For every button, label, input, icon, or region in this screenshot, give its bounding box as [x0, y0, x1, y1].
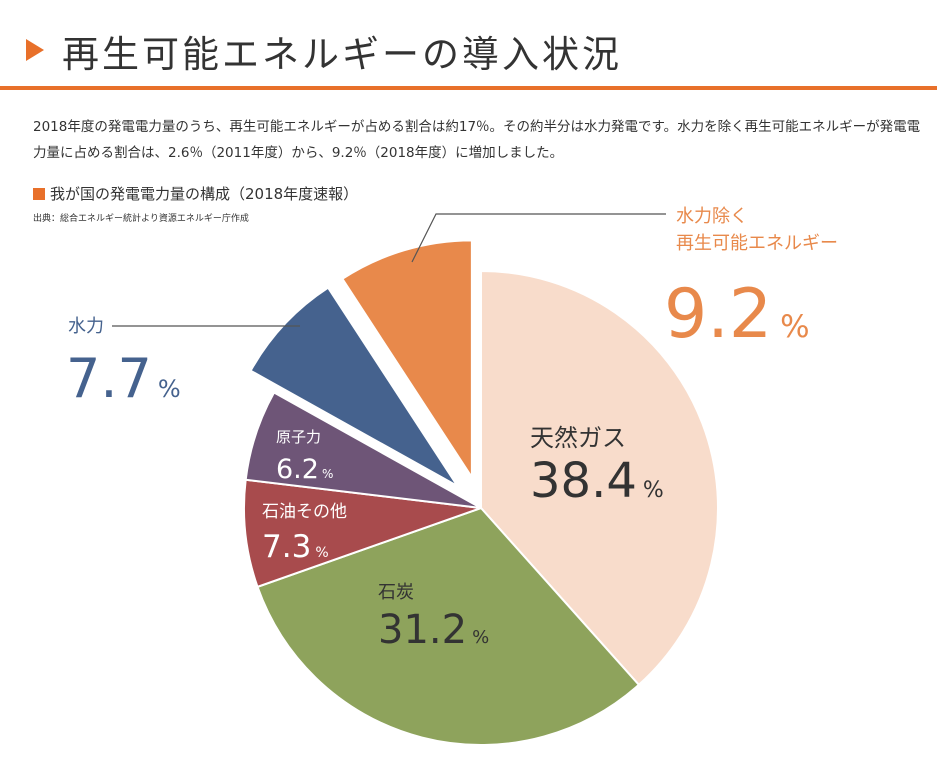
slice-label-1: 石炭 [378, 582, 414, 603]
slice-value-3: 6.2% [276, 454, 333, 485]
slice-label-0: 天然ガス [530, 424, 626, 452]
page-title: 再生可能エネルギーの導入状況 [62, 33, 622, 76]
slice-value-5: 9.2% [664, 275, 810, 354]
pie-slice-3 [244, 391, 482, 509]
slice-value-2: 7.3% [262, 529, 329, 565]
slice-label-4: 水力 [68, 316, 104, 337]
square-bullet-icon [33, 187, 45, 200]
slice-value-4: 7.7% [66, 347, 181, 410]
pie-slice-2 [243, 478, 482, 589]
play-triangle-icon [26, 39, 44, 61]
slice-label-3: 原子力 [276, 428, 321, 446]
pie-slice-1 [256, 506, 641, 746]
page-header: 再生可能エネルギーの導入状況 [0, 0, 937, 92]
chart-heading: 我が国の発電電力量の構成（2018年度速報） [33, 183, 358, 204]
intro-paragraph: 2018年度の発電電力量のうち、再生可能エネルギーが占める割合は約17％。その約… [33, 119, 921, 161]
pie-slice-4 [249, 286, 459, 488]
slice-value-1: 31.2% [378, 607, 489, 653]
pie-slice-5 [340, 239, 473, 481]
slice-label-2: 石油その他 [262, 502, 347, 522]
chart-title: 我が国の発電電力量の構成（2018年度速報） [50, 185, 359, 203]
slice-value-0: 38.4% [530, 453, 664, 509]
source-note: 出典：総合エネルギー統計より資源エネルギー庁作成 [33, 214, 249, 224]
leader-line-5 [411, 213, 666, 263]
pie-slice-0 [480, 269, 719, 687]
slice-label-5: 水力除く再生可能エネルギー [676, 206, 838, 254]
header-divider [0, 86, 937, 90]
